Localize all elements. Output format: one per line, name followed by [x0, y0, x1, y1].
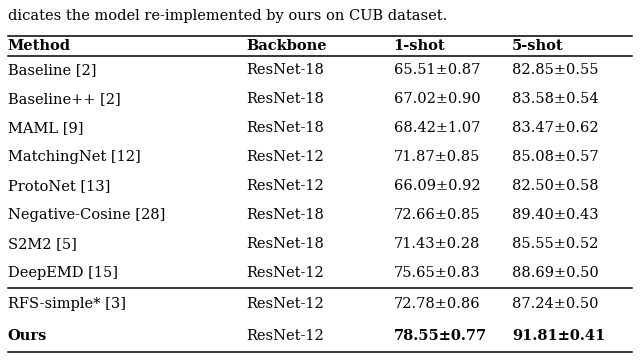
Text: ResNet-12: ResNet-12 — [246, 179, 324, 193]
Text: 85.55±0.52: 85.55±0.52 — [512, 238, 598, 252]
Text: 71.43±0.28: 71.43±0.28 — [394, 238, 480, 252]
Text: 5-shot: 5-shot — [512, 39, 564, 53]
Text: 78.55±0.77: 78.55±0.77 — [394, 329, 487, 343]
Text: MAML [9]: MAML [9] — [8, 121, 83, 135]
Text: 68.42±1.07: 68.42±1.07 — [394, 121, 480, 135]
Text: 91.81±0.41: 91.81±0.41 — [512, 329, 605, 343]
Text: Method: Method — [8, 39, 70, 53]
Text: ResNet-12: ResNet-12 — [246, 329, 324, 343]
Text: 82.50±0.58: 82.50±0.58 — [512, 179, 598, 193]
Text: 89.40±0.43: 89.40±0.43 — [512, 208, 598, 222]
Text: ResNet-12: ResNet-12 — [246, 150, 324, 165]
Text: 72.66±0.85: 72.66±0.85 — [394, 208, 480, 222]
Text: RFS-simple* [3]: RFS-simple* [3] — [8, 297, 125, 311]
Text: 72.78±0.86: 72.78±0.86 — [394, 297, 480, 311]
Text: Backbone: Backbone — [246, 39, 327, 53]
Text: Negative-Cosine [28]: Negative-Cosine [28] — [8, 208, 165, 222]
Text: 67.02±0.90: 67.02±0.90 — [394, 92, 480, 106]
Text: 83.47±0.62: 83.47±0.62 — [512, 121, 598, 135]
Text: 65.51±0.87: 65.51±0.87 — [394, 63, 480, 77]
Text: MatchingNet [12]: MatchingNet [12] — [8, 150, 140, 165]
Text: Baseline [2]: Baseline [2] — [8, 63, 96, 77]
Text: 75.65±0.83: 75.65±0.83 — [394, 266, 480, 280]
Text: ResNet-18: ResNet-18 — [246, 92, 324, 106]
Text: S2M2 [5]: S2M2 [5] — [8, 238, 77, 252]
Text: 1-shot: 1-shot — [394, 39, 445, 53]
Text: DeepEMD [15]: DeepEMD [15] — [8, 266, 118, 280]
Text: ResNet-18: ResNet-18 — [246, 121, 324, 135]
Text: ResNet-18: ResNet-18 — [246, 238, 324, 252]
Text: ResNet-12: ResNet-12 — [246, 297, 324, 311]
Text: Ours: Ours — [8, 329, 47, 343]
Text: dicates the model re-implemented by ours on CUB dataset.: dicates the model re-implemented by ours… — [8, 9, 447, 23]
Text: Baseline++ [2]: Baseline++ [2] — [8, 92, 120, 106]
Text: 66.09±0.92: 66.09±0.92 — [394, 179, 480, 193]
Text: 88.69±0.50: 88.69±0.50 — [512, 266, 599, 280]
Text: ResNet-12: ResNet-12 — [246, 266, 324, 280]
Text: ResNet-18: ResNet-18 — [246, 208, 324, 222]
Text: 83.58±0.54: 83.58±0.54 — [512, 92, 598, 106]
Text: 82.85±0.55: 82.85±0.55 — [512, 63, 598, 77]
Text: ProtoNet [13]: ProtoNet [13] — [8, 179, 110, 193]
Text: 71.87±0.85: 71.87±0.85 — [394, 150, 480, 165]
Text: 85.08±0.57: 85.08±0.57 — [512, 150, 598, 165]
Text: ResNet-18: ResNet-18 — [246, 63, 324, 77]
Text: 87.24±0.50: 87.24±0.50 — [512, 297, 598, 311]
